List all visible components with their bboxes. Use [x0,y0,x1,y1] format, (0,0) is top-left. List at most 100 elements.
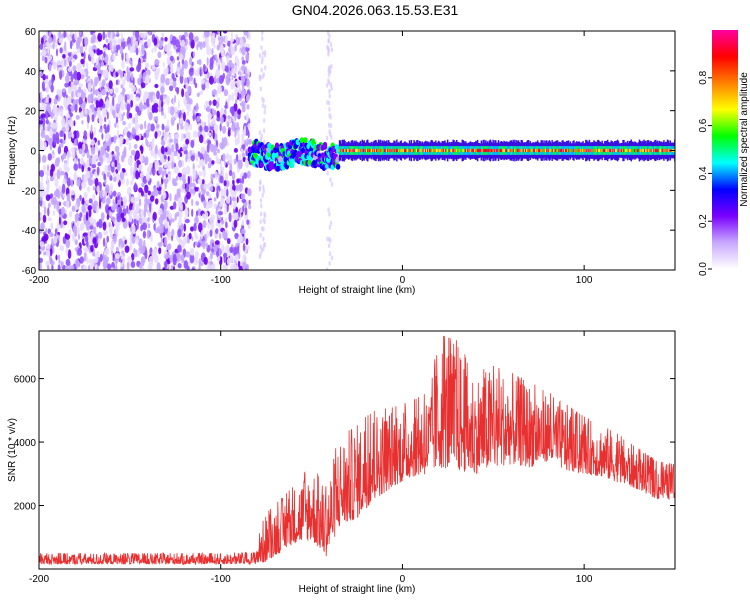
spectrogram-cell [185,165,191,175]
spectrogram-cell [49,193,54,199]
spectrogram-cell [68,60,72,67]
spectrogram-cell [126,205,129,213]
spectrogram-cell [186,191,191,200]
spectrogram-cell [87,205,93,211]
spectrogram-cell [81,181,87,189]
spectrogram-cell [422,148,424,153]
spectrogram-cell [262,72,265,78]
spectrogram-cell [78,176,81,187]
spectrogram-cell [63,31,66,38]
spectrogram-cell [105,34,108,39]
snr-line [39,335,675,566]
spectrogram-cell [89,130,94,140]
spectrogram-cell [247,188,252,197]
spectrogram-cell [233,158,237,165]
spectrogram-cell [200,121,205,127]
spectrogram-cell [90,146,96,155]
spectrogram-cell [219,116,224,124]
spectrogram-cell [216,44,220,51]
colorbar-tick-label: 0.2 [698,214,709,228]
spectrogram-cell [177,172,182,178]
spectrogram-cell [645,148,648,153]
spectrogram-cell [394,148,396,153]
spectrogram-cell [126,73,130,83]
spectrogram-cell [70,189,75,196]
spectrogram-cell [442,148,444,153]
spectrogram-cell [219,162,223,172]
spectrogram-cell [476,148,478,153]
spectrogram-cell [259,232,262,238]
spectrogram-cell [576,148,579,153]
spectrogram-cell [163,169,167,176]
spectrogram-cell [217,85,222,94]
spectrogram-cell [170,106,175,116]
spectrogram-cell [115,223,120,229]
spectrogram-cell [215,68,221,79]
spectrogram-cell [69,119,74,128]
spectrogram-cell [148,111,153,121]
spectrogram-cell [112,190,117,197]
spectrogram-cell [110,64,114,72]
spectrogram-cell [213,123,219,133]
spectrogram-cell [258,185,262,191]
spectrogram-cell [112,155,116,164]
spectrogram-cell [417,148,420,153]
spectrogram-cell [177,228,182,238]
spectrogram-cell [212,129,215,140]
spectrogram-cell [58,89,63,98]
spectrogram-cell [155,115,159,122]
spectrogram-cell [151,31,157,34]
spectrogram-cell [210,125,215,131]
spectrogram-cell [144,249,148,260]
spectrogram-cell [48,36,53,44]
spectrogram-cell [551,148,553,153]
spectrogram-cell [568,148,571,153]
spectrogram-cell [486,148,489,153]
spectrogram-cell [54,178,59,188]
spectrogram-cell [57,146,62,155]
spectrogram-cell [219,175,224,184]
spectrogram-cell [192,130,198,138]
spectrogram-cell [210,222,215,230]
spectrogram-cell [218,211,223,216]
spectrogram-cell [113,176,117,182]
spectrogram-cell [484,148,486,153]
spectrogram-cell [106,214,110,220]
spectrogram-cell [181,58,185,65]
spectrogram-cell [213,244,218,253]
spectrogram-cell [275,165,281,172]
spectrogram-cell [352,148,354,153]
spectrogram-cell [242,129,246,136]
spectrogram-cell [241,137,245,145]
spectrogram-cell [203,198,207,209]
spectrogram-cell [584,148,586,153]
spectrogram-cell [466,148,469,153]
spectrogram-cell [235,36,240,46]
spectrogram-cell [656,148,659,153]
spectrogram-cell [206,57,209,66]
spectrogram-cell [618,148,621,153]
spectrogram-cell [235,89,238,98]
spectrogram-cell [57,264,61,270]
spectrogram-cell [506,148,509,153]
spectrogram-cell [307,159,312,166]
spectrogram-cell [247,31,251,41]
spectrogram-cell [175,39,180,48]
spectrogram-cell [261,59,264,65]
spectrogram-cell [391,148,393,153]
spectrogram-cell [163,187,166,196]
spectrogram-cell [237,234,243,244]
spectrogram-cell [178,159,183,168]
spectrogram-cell [198,265,201,270]
spectrogram-cell [211,31,217,34]
spectrogram-cell [231,171,236,181]
spectrogram-cell [191,236,194,242]
spectrogram-cell [181,88,185,98]
spectrogram-cell [122,112,126,116]
spectrogram-cell [58,216,61,226]
spectrogram-cell [106,91,109,97]
spectrogram-cell [82,265,88,270]
spectrogram-cell [534,148,536,153]
spectrogram-cell [444,148,446,153]
spectrogram-cell [185,138,190,145]
